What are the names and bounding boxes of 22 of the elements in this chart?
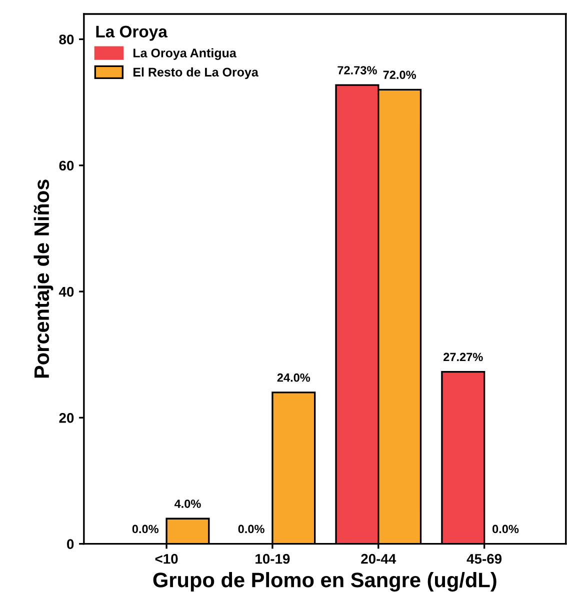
- data-label: 72.73%: [338, 66, 377, 74]
- y-tick-label: 40: [58, 286, 74, 297]
- data-label: 0.0%: [238, 524, 264, 534]
- y-tick-label: 80: [59, 34, 74, 44]
- data-label: 72.0%: [383, 70, 416, 80]
- x-tick-label: 20-44: [361, 554, 396, 564]
- y-tick-label: 60: [59, 160, 74, 171]
- x-tick-label: 10-19: [256, 554, 290, 564]
- data-label: 27.27%: [444, 352, 483, 362]
- legend-label: El Resto de La Oroya: [134, 67, 258, 80]
- y-tick-label: 0: [67, 539, 74, 550]
- y-axis-title: Porcentaje de Niños: [34, 180, 54, 378]
- data-label: 4.0%: [174, 500, 201, 508]
- y-tick-label: 20: [59, 413, 74, 423]
- data-label: 0.0%: [492, 524, 519, 534]
- legend-label: La Oroya Antigua: [134, 48, 236, 60]
- data-label: 0.0%: [132, 524, 158, 534]
- x-tick-label: <10: [155, 554, 178, 564]
- legend-title: La Oroya: [96, 26, 168, 41]
- x-tick-label: 45-69: [466, 554, 502, 564]
- data-label: 24.0%: [277, 373, 310, 382]
- x-axis-title: Grupo de Plomo en Sangre (ug/dL): [153, 572, 496, 592]
